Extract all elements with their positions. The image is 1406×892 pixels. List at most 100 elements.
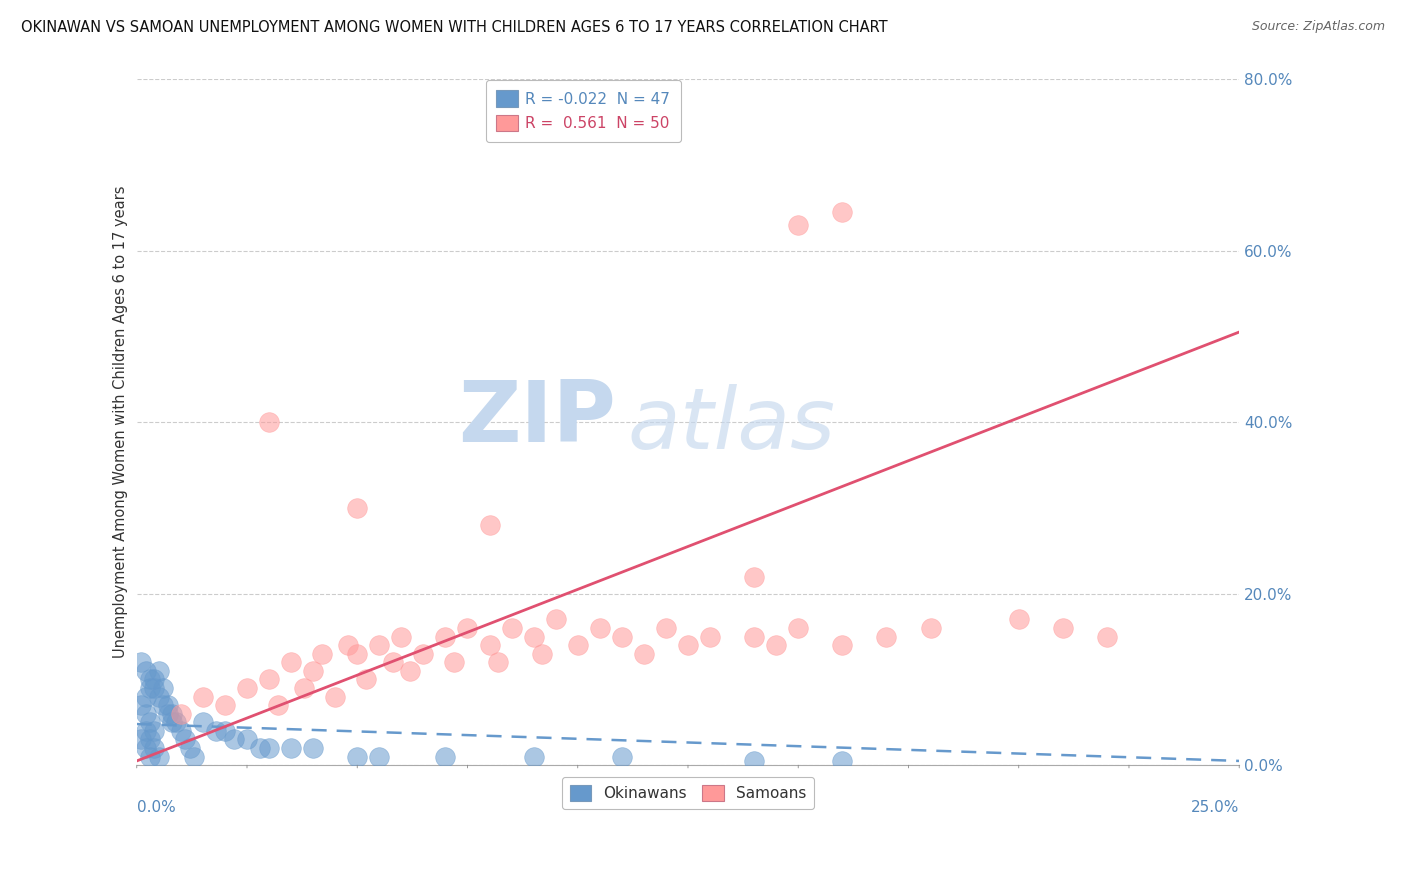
Text: 25.0%: 25.0% [1191, 799, 1239, 814]
Point [567, 638, 589, 652]
Point [174, 732, 197, 747]
Point [486, 655, 509, 669]
Point [323, 690, 346, 704]
Point [544, 612, 567, 626]
Text: atlas: atlas [627, 384, 835, 467]
Point [742, 630, 765, 644]
Point [399, 664, 422, 678]
Point [135, 723, 157, 738]
Point [191, 715, 214, 730]
Text: Source: ZipAtlas.com: Source: ZipAtlas.com [1251, 20, 1385, 33]
Point [139, 749, 162, 764]
Point [699, 630, 721, 644]
Point [302, 741, 325, 756]
Point [742, 754, 765, 768]
Point [148, 749, 170, 764]
Point [143, 741, 166, 756]
Point [302, 664, 325, 678]
Point [456, 621, 478, 635]
Text: 0.0%: 0.0% [136, 799, 176, 814]
Point [523, 630, 546, 644]
Point [346, 749, 368, 764]
Point [368, 749, 391, 764]
Point [368, 638, 391, 652]
Point [249, 741, 271, 756]
Point [1095, 630, 1118, 644]
Point [139, 732, 162, 747]
Point [160, 706, 183, 721]
Point [831, 754, 853, 768]
Point [831, 638, 853, 652]
Point [129, 732, 152, 747]
Point [589, 621, 612, 635]
Point [292, 681, 315, 695]
Point [346, 500, 368, 515]
Point [875, 630, 897, 644]
Point [143, 673, 166, 687]
Point [765, 638, 787, 652]
Point [156, 706, 179, 721]
Point [412, 647, 434, 661]
Point [179, 741, 201, 756]
Point [501, 621, 523, 635]
Point [389, 630, 412, 644]
Point [129, 698, 152, 713]
Point [787, 218, 810, 232]
Point [143, 723, 166, 738]
Point [236, 681, 259, 695]
Point [152, 698, 174, 713]
Point [267, 698, 290, 713]
Point [139, 681, 162, 695]
Point [434, 630, 457, 644]
Point [381, 655, 404, 669]
Point [478, 638, 501, 652]
Point [257, 741, 280, 756]
Point [1052, 621, 1074, 635]
Point [920, 621, 942, 635]
Point [354, 673, 377, 687]
Point [214, 723, 236, 738]
Point [443, 655, 465, 669]
Point [148, 664, 170, 678]
Point [337, 638, 360, 652]
Point [135, 706, 157, 721]
Point [222, 732, 245, 747]
Point [742, 569, 765, 583]
Point [1008, 612, 1031, 626]
Point [143, 681, 166, 695]
Point [676, 638, 699, 652]
Legend: Okinawans, Samoans: Okinawans, Samoans [562, 777, 814, 809]
Point [831, 205, 853, 219]
Point [311, 647, 333, 661]
Point [434, 749, 457, 764]
Point [139, 673, 162, 687]
Y-axis label: Unemployment Among Women with Children Ages 6 to 17 years: Unemployment Among Women with Children A… [114, 186, 128, 658]
Point [531, 647, 554, 661]
Point [191, 690, 214, 704]
Point [129, 655, 152, 669]
Point [160, 715, 183, 730]
Point [610, 749, 633, 764]
Point [523, 749, 546, 764]
Point [280, 741, 302, 756]
Point [346, 647, 368, 661]
Point [257, 415, 280, 429]
Point [236, 732, 259, 747]
Point [135, 664, 157, 678]
Point [257, 673, 280, 687]
Point [165, 715, 187, 730]
Point [148, 690, 170, 704]
Point [170, 706, 193, 721]
Point [170, 723, 193, 738]
Point [214, 698, 236, 713]
Point [478, 518, 501, 533]
Text: OKINAWAN VS SAMOAN UNEMPLOYMENT AMONG WOMEN WITH CHILDREN AGES 6 TO 17 YEARS COR: OKINAWAN VS SAMOAN UNEMPLOYMENT AMONG WO… [21, 20, 887, 35]
Point [787, 621, 810, 635]
Point [633, 647, 655, 661]
Point [135, 741, 157, 756]
Point [152, 681, 174, 695]
Point [280, 655, 302, 669]
Point [655, 621, 678, 635]
Point [610, 630, 633, 644]
Text: ZIP: ZIP [458, 377, 616, 460]
